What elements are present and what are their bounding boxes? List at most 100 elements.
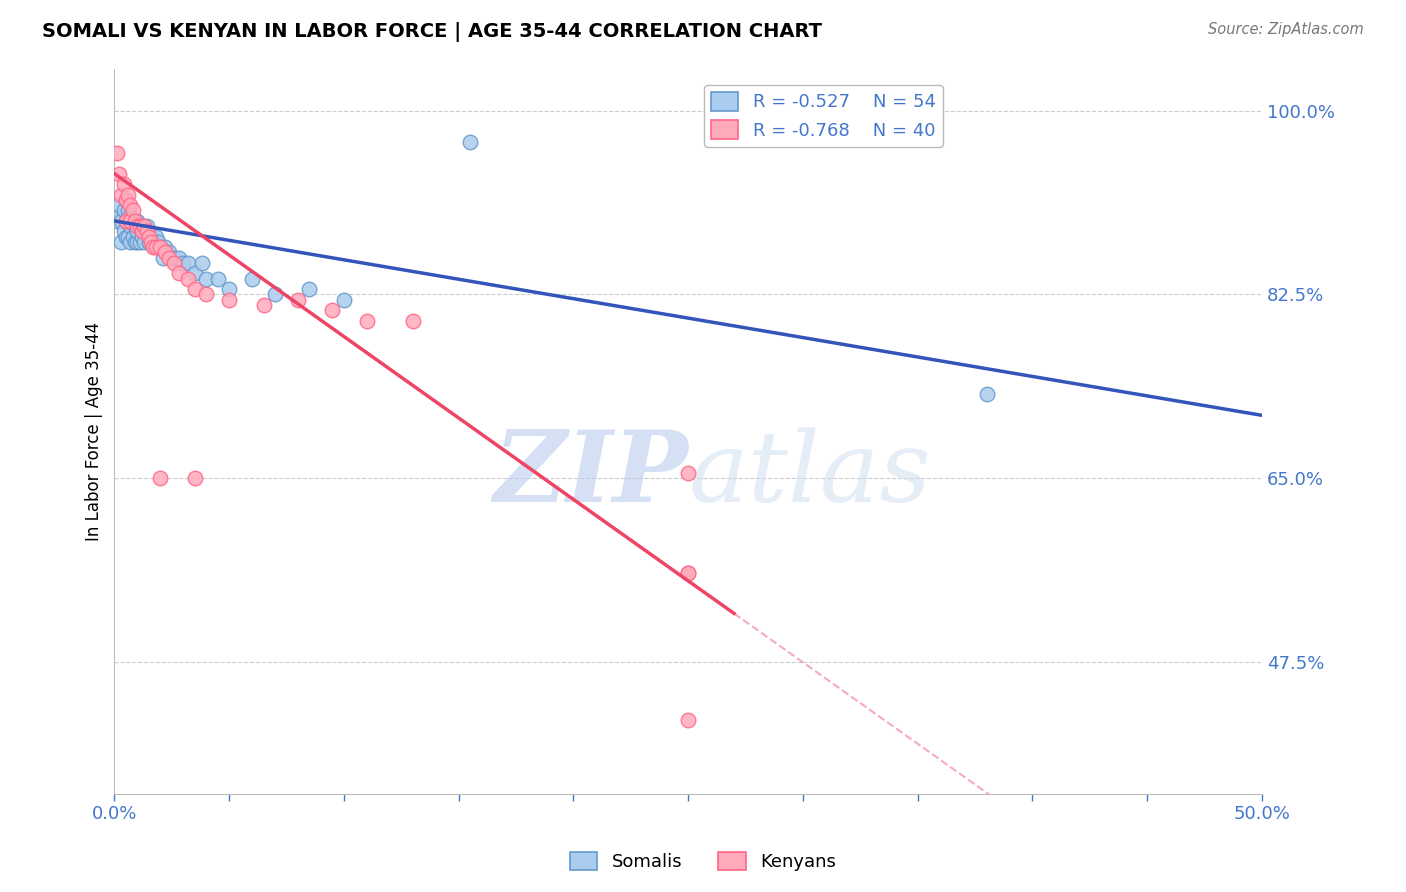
Point — [108, 209, 131, 223]
Point — [177, 271, 200, 285]
Point — [131, 224, 153, 238]
Point — [112, 224, 135, 238]
Point — [167, 267, 190, 281]
Point — [127, 214, 149, 228]
Point — [128, 219, 150, 234]
Point — [110, 214, 132, 228]
Point — [149, 240, 172, 254]
Point — [152, 251, 174, 265]
Point — [145, 240, 167, 254]
Point — [676, 566, 699, 580]
Point — [195, 287, 218, 301]
Point — [115, 229, 138, 244]
Point — [142, 240, 165, 254]
Point — [128, 219, 150, 234]
Point — [135, 224, 157, 238]
Point — [120, 209, 142, 223]
Point — [402, 314, 425, 328]
Point — [117, 203, 139, 218]
Point — [121, 229, 143, 244]
Point — [163, 251, 186, 265]
Point — [110, 235, 132, 249]
Point — [163, 256, 186, 270]
Point — [195, 271, 218, 285]
Legend: Somalis, Kenyans: Somalis, Kenyans — [562, 845, 844, 879]
Point — [356, 314, 378, 328]
Point — [124, 219, 146, 234]
Point — [120, 235, 142, 249]
Point — [138, 229, 160, 244]
Point — [105, 145, 128, 160]
Point — [127, 235, 149, 249]
Point — [115, 193, 138, 207]
Point — [108, 198, 131, 212]
Point — [131, 219, 153, 234]
Point — [149, 471, 172, 485]
Legend: R = -0.527    N = 54, R = -0.768    N = 40: R = -0.527 N = 54, R = -0.768 N = 40 — [704, 85, 943, 147]
Point — [105, 214, 128, 228]
Point — [110, 187, 132, 202]
Point — [115, 214, 138, 228]
Point — [117, 187, 139, 202]
Point — [139, 229, 162, 244]
Point — [134, 235, 156, 249]
Point — [321, 303, 343, 318]
Point — [218, 293, 240, 307]
Y-axis label: In Labor Force | Age 35-44: In Labor Force | Age 35-44 — [86, 321, 103, 541]
Point — [120, 219, 142, 234]
Point — [218, 282, 240, 296]
Point — [121, 203, 143, 218]
Point — [112, 203, 135, 218]
Point — [153, 245, 176, 260]
Point — [167, 251, 190, 265]
Point — [287, 293, 309, 307]
Point — [117, 229, 139, 244]
Point — [207, 271, 229, 285]
Point — [142, 235, 165, 249]
Point — [976, 387, 998, 401]
Point — [159, 245, 181, 260]
Text: atlas: atlas — [688, 427, 931, 522]
Point — [117, 214, 139, 228]
Point — [184, 282, 207, 296]
Point — [298, 282, 321, 296]
Point — [128, 235, 150, 249]
Point — [124, 235, 146, 249]
Point — [184, 267, 207, 281]
Point — [134, 224, 156, 238]
Point — [134, 219, 156, 234]
Point — [108, 167, 131, 181]
Text: SOMALI VS KENYAN IN LABOR FORCE | AGE 35-44 CORRELATION CHART: SOMALI VS KENYAN IN LABOR FORCE | AGE 35… — [42, 22, 823, 42]
Text: ZIP: ZIP — [494, 426, 688, 523]
Point — [264, 287, 287, 301]
Point — [115, 214, 138, 228]
Point — [127, 224, 149, 238]
Point — [159, 251, 181, 265]
Point — [124, 214, 146, 228]
Point — [146, 235, 169, 249]
Point — [145, 229, 167, 244]
Point — [190, 256, 212, 270]
Point — [138, 235, 160, 249]
Point — [115, 193, 138, 207]
Point — [676, 466, 699, 480]
Point — [240, 271, 263, 285]
Point — [676, 713, 699, 727]
Point — [139, 235, 162, 249]
Point — [458, 135, 481, 149]
Point — [177, 256, 200, 270]
Point — [184, 471, 207, 485]
Point — [149, 240, 172, 254]
Point — [121, 214, 143, 228]
Point — [676, 566, 699, 580]
Point — [127, 219, 149, 234]
Point — [120, 214, 142, 228]
Point — [120, 198, 142, 212]
Point — [172, 256, 194, 270]
Point — [135, 219, 157, 234]
Point — [112, 177, 135, 191]
Point — [252, 298, 274, 312]
Point — [131, 229, 153, 244]
Point — [153, 240, 176, 254]
Point — [333, 293, 356, 307]
